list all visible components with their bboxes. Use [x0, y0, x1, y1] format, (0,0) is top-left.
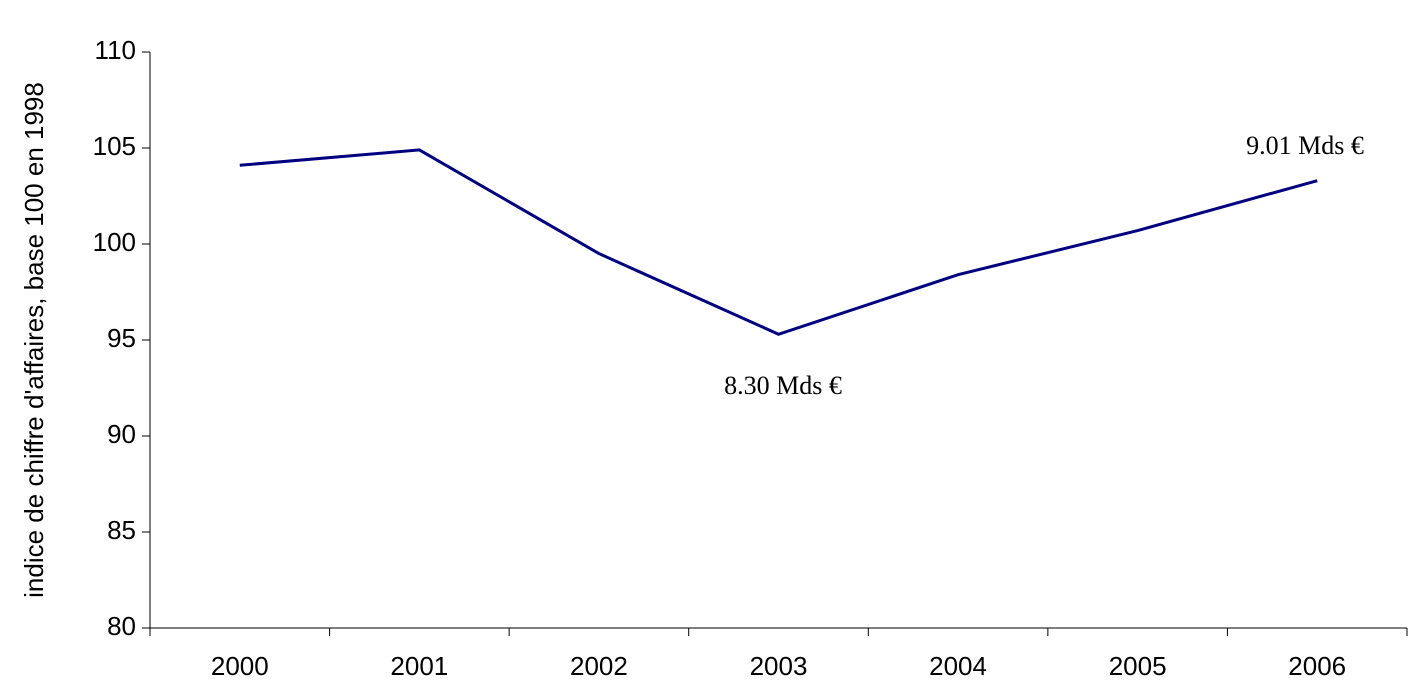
- y-tick-label: 85: [107, 515, 136, 545]
- x-tick-label: 2001: [390, 651, 448, 681]
- x-tick-label: 2005: [1109, 651, 1167, 681]
- y-axis-label: indice de chiffre d'affaires, base 100 e…: [19, 82, 49, 598]
- y-tick-label: 105: [93, 131, 136, 161]
- x-tick-label: 2003: [750, 651, 808, 681]
- annotation: 9.01 Mds €: [1246, 131, 1364, 160]
- x-tick-label: 2004: [929, 651, 987, 681]
- x-tick-label: 2002: [570, 651, 628, 681]
- y-tick-label: 95: [107, 323, 136, 353]
- y-tick-label: 90: [107, 419, 136, 449]
- y-tick-label: 100: [93, 227, 136, 257]
- x-tick-label: 2006: [1288, 651, 1346, 681]
- annotation: 8.30 Mds €: [724, 371, 842, 400]
- y-tick-label: 80: [107, 611, 136, 641]
- x-tick-label: 2000: [211, 651, 269, 681]
- y-tick-label: 110: [95, 35, 136, 65]
- line-series: [239, 148, 1318, 336]
